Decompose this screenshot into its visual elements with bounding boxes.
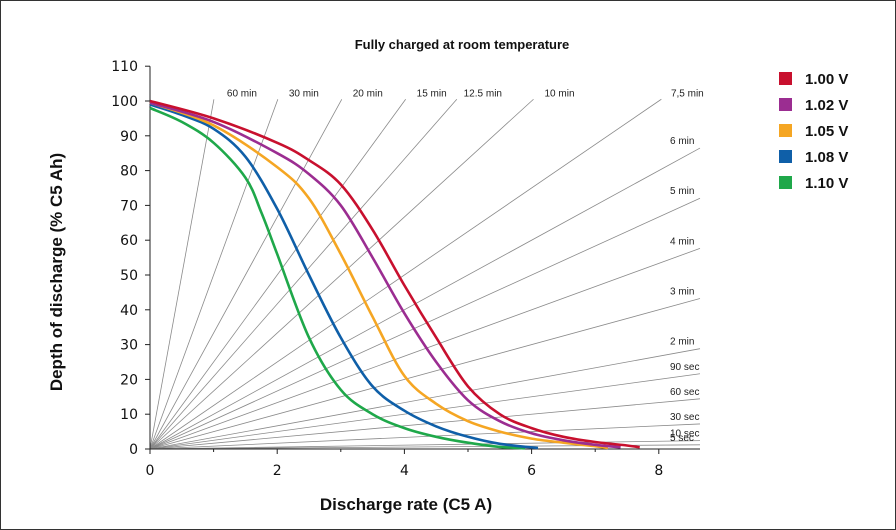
- y-tick-label: 30: [120, 338, 138, 354]
- time-line-label: 5 sec: [670, 433, 694, 444]
- series-line: [149, 101, 621, 449]
- time-line-label: 10 min: [544, 88, 574, 99]
- time-line: [149, 197, 701, 450]
- y-tick-label: 10: [120, 407, 138, 423]
- time-lines: 60 min 30 min 20 min 15 min 12.5 min 10 min 7,…: [149, 88, 704, 450]
- time-line-label: 3 min: [670, 287, 694, 298]
- time-line: [149, 373, 701, 450]
- time-line-label: 60 min: [227, 88, 257, 99]
- legend-label: 1.10 V: [805, 175, 848, 192]
- time-line: [149, 99, 343, 450]
- time-line-label: 20 min: [353, 88, 383, 99]
- time-line: [149, 298, 701, 450]
- time-line: [149, 398, 701, 450]
- x-tick-label: 6: [527, 463, 536, 479]
- y-tick-label: 40: [120, 303, 138, 319]
- time-line: [149, 99, 215, 450]
- legend-label: 1.05 V: [805, 123, 848, 140]
- y-tick-label: 90: [120, 129, 138, 145]
- time-line-label: 10 sec: [670, 429, 699, 440]
- time-line-label: 5 min: [670, 186, 694, 197]
- time-line: [149, 99, 406, 450]
- time-line: [149, 98, 534, 450]
- x-tick-label: 8: [654, 463, 663, 479]
- legend-swatch: [779, 150, 792, 163]
- y-tick-label: 110: [111, 59, 138, 75]
- y-tick-label: 80: [120, 164, 138, 180]
- y-tick-label: 0: [129, 442, 138, 458]
- time-line-label: 2 min: [670, 337, 694, 348]
- series-line: [149, 101, 609, 450]
- legend-swatch: [779, 98, 792, 111]
- legend-swatch: [779, 124, 792, 137]
- legend-label: 1.08 V: [805, 149, 848, 166]
- time-line-label: 7,5 min: [671, 88, 704, 99]
- time-line: [149, 98, 458, 450]
- time-line: [149, 423, 701, 450]
- y-axis-title: Depth of discharge (% C5 Ah): [47, 153, 66, 391]
- series-line: [149, 99, 640, 449]
- time-line-label: 30 min: [289, 88, 319, 99]
- series-line: [149, 103, 539, 450]
- time-line-label: 12.5 min: [464, 88, 502, 99]
- x-tick-label: 4: [400, 463, 409, 479]
- y-tick-label: 70: [120, 198, 138, 214]
- time-line-label: 60 sec: [670, 387, 699, 398]
- y-tick-label: 20: [120, 372, 138, 388]
- x-axis-title: Discharge rate (C5 A): [320, 495, 492, 514]
- legend-swatch: [779, 72, 792, 85]
- time-line: [149, 98, 662, 450]
- time-line: [149, 440, 701, 450]
- y-tick-label: 50: [120, 268, 138, 284]
- y-tick-label: 100: [111, 94, 138, 110]
- time-line-label: 6 min: [670, 136, 694, 147]
- time-line: [149, 247, 701, 450]
- time-line-label: 4 min: [670, 236, 694, 247]
- time-line: [149, 348, 701, 450]
- legend-swatch: [779, 176, 792, 189]
- legend-label: 1.00 V: [805, 71, 848, 88]
- y-tick-label: 60: [120, 233, 138, 249]
- time-line-label: 90 sec: [670, 362, 699, 373]
- time-line-label: 30 sec: [670, 412, 699, 423]
- series-lines: [149, 99, 640, 450]
- time-line-label: 15 min: [417, 88, 447, 99]
- legend: 1.00 V 1.02 V 1.05 V 1.08 V 1.10 V: [779, 71, 848, 192]
- series-line: [149, 106, 526, 450]
- x-tick-label: 0: [146, 463, 155, 479]
- legend-label: 1.02 V: [805, 97, 848, 114]
- time-line: [149, 99, 279, 450]
- x-tick-label: 2: [273, 463, 282, 479]
- chart-title: Fully charged at room temperature: [355, 37, 570, 52]
- time-line: [149, 147, 701, 450]
